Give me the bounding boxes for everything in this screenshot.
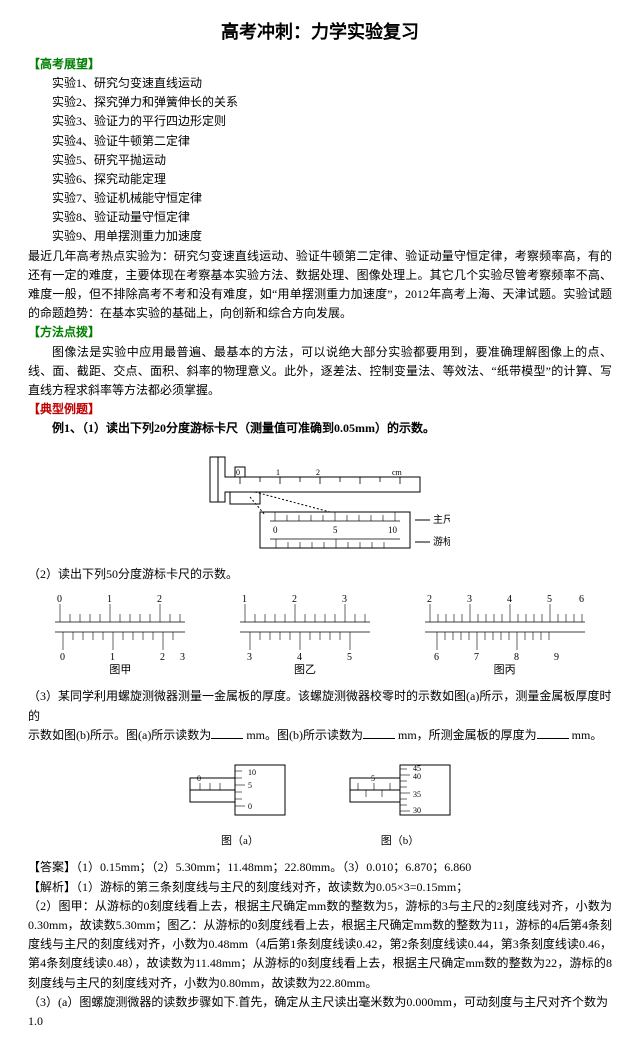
section-examples: 【典型例题】 例1、（1）读出下列20分度游标卡尺（测量值可准确到0.05mm）… [28,400,612,850]
label-yi: 图乙 [230,662,380,680]
section-method: 【方法点拨】 图像法是实验中应用最普遍、最基本的方法，可以说绝大部分实验都要用到… [28,323,612,400]
caliper-50-row: 0 1 2 0 1 2 3 图甲 1 2 3 3 4 5 [28,592,612,680]
q1-bold: 例1、（1）读出下列20分度游标卡尺（测量值可准确到0.05mm）的示数。 [52,421,435,435]
q3d: mm，所测金属板的厚度为 [398,728,537,742]
svg-text:5: 5 [371,774,375,783]
svg-text:0: 0 [273,525,278,535]
svg-text:2: 2 [157,594,162,605]
section-head-outlook: 【高考展望】 [28,55,612,74]
explain-2: （2）图甲：从游标的0刻度线看上去，根据主尺确定mm数的整数为5，游标的3与主尺… [28,897,612,993]
label-micro-a: 图（a） [180,833,300,851]
answer-block: 【答案】（1）0.15mm；（2）5.30mm；11.48mm；22.80mm。… [28,858,612,1031]
svg-text:2: 2 [160,652,165,662]
svg-text:5: 5 [347,652,352,662]
svg-text:3: 3 [467,594,472,605]
svg-text:主尺: 主尺 [433,514,450,526]
q1-text: 例1、（1）读出下列20分度游标卡尺（测量值可准确到0.05mm）的示数。 [28,419,612,438]
q2-text: （2）读出下列50分度游标卡尺的示数。 [28,565,612,584]
svg-text:6: 6 [579,594,584,605]
exp-item: 实验1、研究匀变速直线运动 [52,74,612,93]
label-micro-b: 图（b） [340,833,460,851]
section-outlook: 【高考展望】 实验1、研究匀变速直线运动 实验2、探究弹力和弹簧伸长的关系 实验… [28,55,612,324]
caliper-20-figure: 0 1 2 cm [190,447,450,557]
explain-3: （3）(a）图螺旋测微器的读数步骤如下.首先，确定从主尺读出毫米数为0.000m… [28,993,612,1031]
svg-text:35: 35 [413,790,421,799]
q3-text: （3）某同学利用螺旋测微器测量一金属板的厚度。该螺旋测微器校零时的示数如图(a)… [28,687,612,745]
exp-item: 实验6、探究动能定理 [52,170,612,189]
svg-text:0: 0 [248,802,252,811]
svg-text:40: 40 [413,772,421,781]
exp-item: 实验3、验证力的平行四边形定则 [52,112,612,131]
svg-text:0: 0 [197,774,201,783]
svg-text:4: 4 [507,594,512,605]
q3c: mm。图(b)所示读数为 [246,728,363,742]
svg-text:6: 6 [434,652,439,662]
micrometer-b: 5 45 40 35 30 图（b） [340,753,460,851]
svg-text:5: 5 [333,525,338,535]
ruler-bing: 2 3 4 5 6 6 7 8 9 图丙 [415,592,595,680]
svg-text:1: 1 [110,652,115,662]
svg-text:cm: cm [392,468,403,477]
answer-head: 【答案】（1）0.15mm；（2）5.30mm；11.48mm；22.80mm。… [28,858,612,877]
svg-text:10: 10 [388,525,398,535]
blank [211,727,243,739]
q3e: mm。 [572,728,603,742]
svg-text:2: 2 [316,468,320,477]
exp-item: 实验8、验证动量守恒定律 [52,208,612,227]
svg-text:游标尺: 游标尺 [433,535,450,548]
svg-text:1: 1 [242,594,247,605]
svg-text:2: 2 [292,594,297,605]
svg-text:10: 10 [248,768,256,777]
svg-text:5: 5 [248,781,252,790]
exp-item: 实验9、用单摆测重力加速度 [52,227,612,246]
exp-item: 实验5、研究平抛运动 [52,151,612,170]
method-para: 图像法是实验中应用最普遍、最基本的方法，可以说绝大部分实验都要用到，要准确理解图… [28,343,612,401]
exp-item: 实验4、验证牛顿第二定律 [52,132,612,151]
label-bing: 图丙 [415,662,595,680]
svg-text:7: 7 [474,652,479,662]
svg-text:0: 0 [236,468,240,477]
blank [537,727,569,739]
q3b: 示数如图(b)所示。图(a)所示读数为 [28,728,211,742]
svg-text:2: 2 [427,594,432,605]
exp-item: 实验7、验证机械能守恒定律 [52,189,612,208]
section-head-method: 【方法点拨】 [28,323,612,342]
micrometer-row: 0 10 5 0 图（a） [28,753,612,851]
section-head-examples: 【典型例题】 [28,400,612,419]
label-jia: 图甲 [45,662,195,680]
ruler-jia: 0 1 2 0 1 2 3 图甲 [45,592,195,680]
ruler-yi: 1 2 3 3 4 5 图乙 [230,592,380,680]
svg-text:30: 30 [413,806,421,815]
explain-1: 【解析】（1）游标的第三条刻度线与主尺的刻度线对齐，故读数为0.05×3=0.1… [28,878,612,897]
page-title: 高考冲刺：力学实验复习 [28,18,612,47]
svg-text:3: 3 [247,652,252,662]
exp-item: 实验2、探究弹力和弹簧伸长的关系 [52,93,612,112]
svg-text:9: 9 [554,652,559,662]
outlook-para: 最近几年高考热点实验为：研究匀变速直线运动、验证牛顿第二定律、验证动量守恒定律，… [28,247,612,324]
micrometer-a: 0 10 5 0 图（a） [180,753,300,851]
svg-text:3: 3 [180,652,185,662]
svg-text:8: 8 [514,652,519,662]
svg-text:5: 5 [547,594,552,605]
svg-text:0: 0 [60,652,65,662]
svg-text:3: 3 [342,594,347,605]
svg-text:4: 4 [297,652,302,662]
svg-text:1: 1 [276,468,280,477]
q3a: （3）某同学利用螺旋测微器测量一金属板的厚度。该螺旋测微器校零时的示数如图(a)… [28,689,611,722]
blank [363,727,395,739]
svg-text:0: 0 [57,594,62,605]
svg-text:1: 1 [107,594,112,605]
